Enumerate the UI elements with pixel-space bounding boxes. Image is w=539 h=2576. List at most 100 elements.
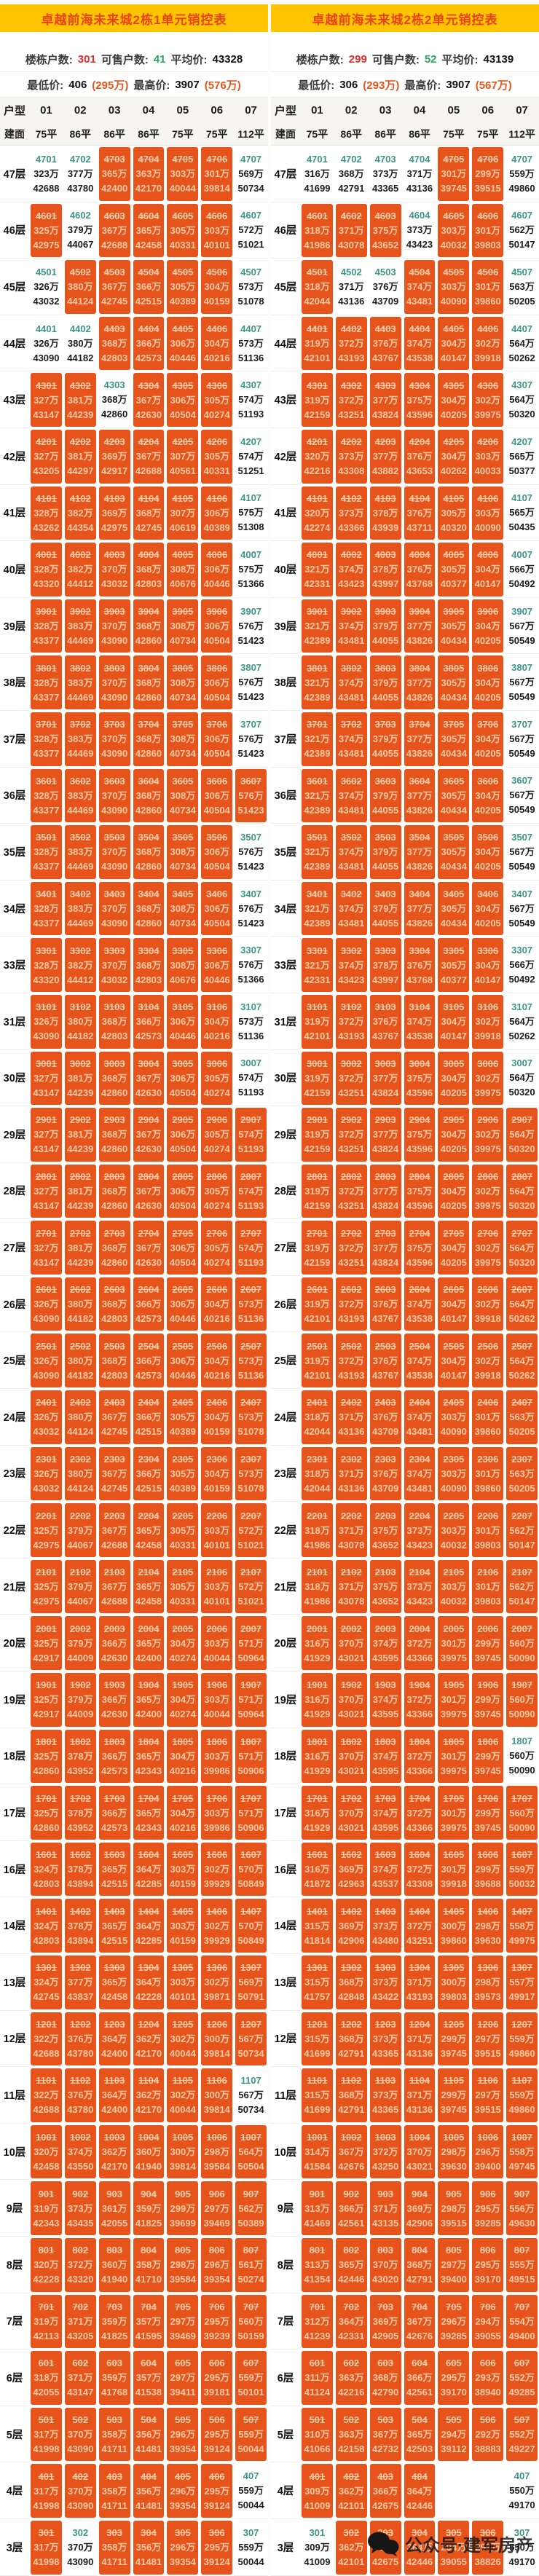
unit-number: 1403 <box>374 1905 396 1917</box>
unit-number: 4202 <box>69 436 91 448</box>
unit-cell: 1005 300万 39814 <box>167 2124 199 2179</box>
unit-number: 2306 <box>477 1453 499 1465</box>
unit-number: 4505 <box>172 267 194 278</box>
unit-total-price: 302万 <box>204 1864 230 1875</box>
unit-cell: 2503 368万 42803 <box>98 1334 130 1388</box>
unit-number: 1401 <box>306 1905 328 1917</box>
unit-number: 1707 <box>240 1792 262 1804</box>
column-header: 01 <box>300 98 334 122</box>
unit-cell: 2502 372万 43193 <box>335 1334 367 1388</box>
unit-number: 2105 <box>443 1567 465 1578</box>
unit-total-price: 298万 <box>475 1977 501 1988</box>
unit-number: 4602 <box>69 210 91 221</box>
floor-label: 42层 <box>271 428 300 485</box>
unit-total-price: 377万 <box>67 1977 93 1988</box>
unit-price-per-sqm: 51193 <box>237 409 264 420</box>
unit-total-price: 304万 <box>204 1355 230 1366</box>
unit-cell: 3703 379万 44055 <box>369 712 401 766</box>
unit-price-per-sqm: 42917 <box>33 1709 60 1720</box>
unit-total-price: 328万 <box>34 959 59 971</box>
unit-number: 2203 <box>374 1510 396 1521</box>
unit-total-price: 567万 <box>509 733 535 744</box>
table-1-stats-minmax: 最低价: 406 (295万) 最高价: 3907 (576万) <box>0 72 268 98</box>
unit-number: 1106 <box>206 2075 227 2087</box>
floor-label: 27层 <box>271 1219 300 1276</box>
unit-cell: 603 368万 42790 <box>369 2351 401 2405</box>
unit-price-per-sqm: 42044 <box>304 296 331 307</box>
unit-price-per-sqm: 43090 <box>33 1369 60 1381</box>
unit-total-price: 304万 <box>441 394 467 406</box>
unit-number: 2905 <box>172 1114 194 1126</box>
unit-number: 3504 <box>138 832 160 843</box>
unit-total-price: 305万 <box>204 1242 230 1253</box>
unit-cell: 2705 304万 40205 <box>438 1221 470 1275</box>
unit-total-price: 560万 <box>509 1807 535 1819</box>
unit-cell: 1902 370万 43021 <box>335 1673 367 1727</box>
unit-number: 1906 <box>206 1679 228 1691</box>
unit-cell: 1202 368万 42791 <box>335 2012 367 2066</box>
unit-cell: 903 361万 42055 <box>98 2181 130 2235</box>
unit-cell: 3801 328万 43377 <box>31 655 62 709</box>
unit-total-price: 560万 <box>509 1637 535 1649</box>
unit-price-per-sqm: 42860 <box>135 918 162 929</box>
unit-cell: 4306 302万 39975 <box>472 373 504 427</box>
unit-number: 801 <box>38 2245 55 2256</box>
floor-label: 34层 <box>271 880 300 937</box>
unit-number: 3404 <box>138 889 160 900</box>
unit-cell: 3906 304万 40205 <box>472 599 504 653</box>
unit-total-price: 367万 <box>101 1581 127 1593</box>
unit-total-price: 378万 <box>67 1864 93 1875</box>
unit-price-per-sqm: 40331 <box>169 1539 196 1551</box>
unit-number: 2801 <box>306 1170 328 1182</box>
unit-cell: 1903 366万 42630 <box>98 1673 130 1727</box>
unit-cell: 805 298万 39584 <box>167 2237 199 2292</box>
unit-price-per-sqm: 42216 <box>304 465 331 477</box>
unit-price-per-sqm: 39745 <box>474 1821 501 1833</box>
unit-total-price: 303万 <box>441 1581 467 1593</box>
unit-price-per-sqm: 41711 <box>101 2556 127 2568</box>
column-header: 03 <box>97 98 132 122</box>
unit-price-per-sqm: 39515 <box>474 2047 501 2059</box>
unit-cell: 1103 364万 42400 <box>98 2068 130 2122</box>
unit-total-price: 373万 <box>406 224 433 236</box>
unit-number: 4401 <box>306 323 328 335</box>
unit-number: 506 <box>208 2414 225 2426</box>
unit-cell: 2102 379万 44067 <box>64 1559 96 1614</box>
unit-price-per-sqm: 41986 <box>304 239 331 251</box>
unit-total-price: 559万 <box>238 2429 264 2441</box>
unit-total-price: 364万 <box>406 2485 433 2497</box>
unit-cell: 701 319万 42113 <box>31 2294 62 2349</box>
unit-cell: 1204 371万 43136 <box>404 2012 436 2066</box>
unit-number: 4005 <box>443 549 465 561</box>
unit-cell: 2105 305万 40331 <box>167 1559 199 1614</box>
unit-number: 2702 <box>69 1227 91 1239</box>
unit-total-price: 298万 <box>475 1920 501 1931</box>
unit-price-per-sqm: 43952 <box>67 1765 94 1776</box>
unit-number: 3702 <box>340 719 362 730</box>
unit-total-price: 302万 <box>170 2033 196 2044</box>
unit-cell: 1107 559万 49860 <box>506 2068 538 2122</box>
unit-cell: 2305 305万 40389 <box>167 1446 199 1501</box>
unit-number: 401 <box>38 2470 55 2482</box>
unit-number: 2906 <box>477 1114 499 1126</box>
unit-total-price: 374万 <box>406 1468 433 1479</box>
unit-number: 2902 <box>69 1114 91 1126</box>
unit-price-per-sqm: 51308 <box>237 521 264 533</box>
unit-price-per-sqm: 50849 <box>237 1878 264 1890</box>
unit-total-price: 372万 <box>406 1807 433 1819</box>
unit-cell: 4703 365万 42400 <box>98 147 130 201</box>
unit-number: 4504 <box>138 267 160 278</box>
unit-cell: 1807 560万 50090 <box>505 1728 539 1785</box>
unit-cell: 2305 303万 40090 <box>438 1446 470 1501</box>
unit-cell: 1901 316万 41929 <box>302 1673 333 1727</box>
unit-number: 1702 <box>69 1792 91 1804</box>
unit-cell: 4206 305万 40331 <box>201 429 233 484</box>
floor-label: 6层 <box>0 2349 29 2406</box>
unit-cell: 4304 367万 42630 <box>133 373 165 427</box>
unit-cell: 3301 321万 42331 <box>302 938 333 992</box>
unit-total-price: 321万 <box>304 903 330 915</box>
unit-number: 904 <box>141 2188 157 2199</box>
unit-number: 1005 <box>172 2132 194 2143</box>
unit-price-per-sqm: 51136 <box>237 1313 264 1325</box>
unit-cell: 901 313万 41469 <box>302 2181 333 2235</box>
